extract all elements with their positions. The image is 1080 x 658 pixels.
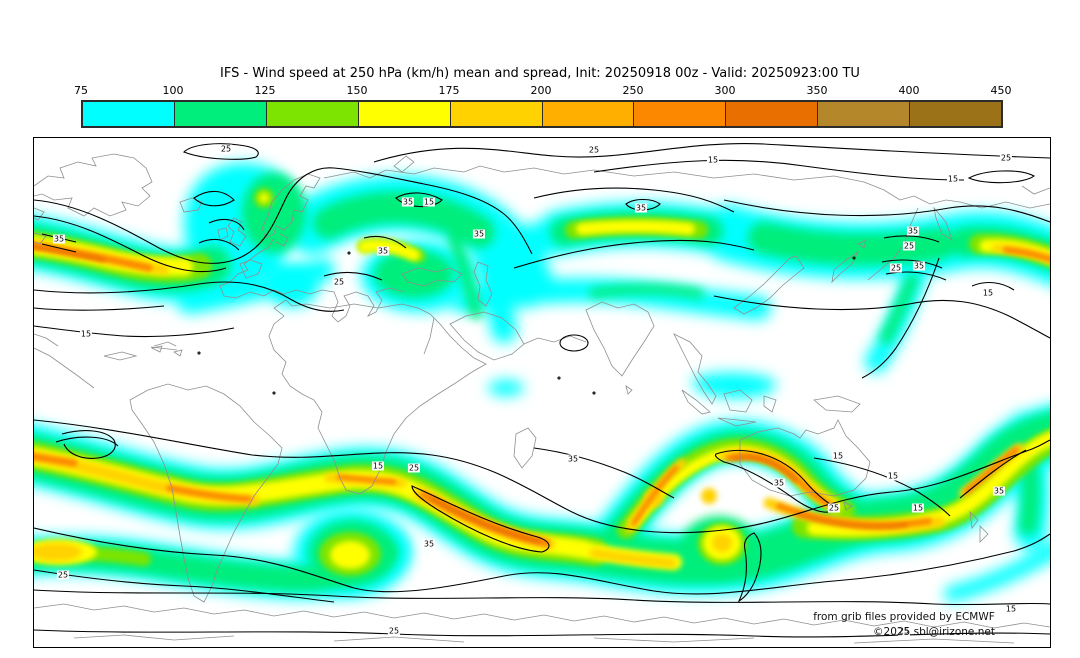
colorbar-cell [634, 102, 727, 126]
colorbar-cell [174, 102, 267, 126]
world-wind-map: 25 25 25 15 15 35 15 25 35 35 15 35 35 35 25 25 35 15 15 25… [33, 137, 1051, 648]
wind-fill-gold-blobs [34, 488, 732, 561]
colorbar-cell [83, 102, 175, 126]
colorbar-cell [358, 102, 451, 126]
map-canvas [34, 142, 1050, 644]
wind-speed-colorbar [81, 100, 1003, 128]
colorbar-tick-label: 125 [254, 84, 276, 97]
colorbar-cell [542, 102, 635, 126]
spread-contour-layer [34, 142, 1050, 638]
colorbar-tick-label: 350 [806, 84, 828, 97]
colorbar-tick-label: 200 [530, 84, 552, 97]
attribution-source: from grib files provided by ECMWF [813, 611, 995, 623]
colorbar-tick-labels: 75 100 125 150 175 200 250 300 350 400 4… [0, 84, 1080, 98]
colorbar-cell [910, 102, 1002, 126]
colorbar-tick-label: 300 [714, 84, 736, 97]
wind-fill-deep-orange-layer [34, 245, 908, 543]
page-title: IFS - Wind speed at 250 hPa (km/h) mean … [220, 66, 860, 81]
colorbar-tick-label: 400 [898, 84, 920, 97]
colorbar-tick-label: 75 [74, 84, 88, 97]
colorbar-cell [818, 102, 911, 126]
colorbar-tick-label: 150 [346, 84, 368, 97]
colorbar-cell [726, 102, 819, 126]
colorbar-tick-label: 100 [162, 84, 184, 97]
colorbar-cell [266, 102, 359, 126]
colorbar-cell [450, 102, 543, 126]
attribution-copyright: ©2025 sbl@irizone.net [873, 626, 995, 638]
colorbar-tick-label: 250 [622, 84, 644, 97]
colorbar-tick-label: 175 [438, 84, 460, 97]
colorbar-tick-label: 450 [990, 84, 1012, 97]
